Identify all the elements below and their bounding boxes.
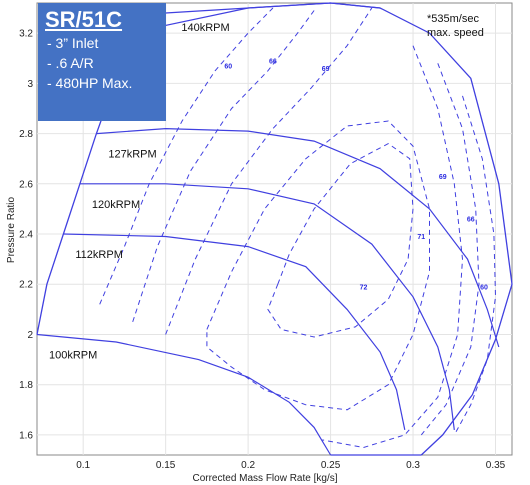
efficiency-line-60 bbox=[99, 7, 274, 305]
x-tick-label: 0.15 bbox=[156, 460, 176, 471]
speed-label: 112kRPM bbox=[75, 249, 122, 261]
speed-label: 120kRPM bbox=[92, 199, 140, 211]
turbo-info-box: SR/51C - 3” Inlet - .6 A/R - 480HP Max. bbox=[38, 3, 166, 121]
y-tick-label: 2 bbox=[27, 330, 33, 341]
speed-label: 100kRPM bbox=[49, 349, 97, 361]
max-speed-note-line2: max. speed bbox=[427, 27, 484, 39]
y-tick-label: 1.6 bbox=[19, 430, 33, 441]
efficiency-label: 60 bbox=[480, 284, 488, 291]
y-tick-label: 3 bbox=[27, 79, 33, 90]
spec-max-hp: - 480HP Max. bbox=[47, 75, 133, 91]
y-tick-label: 2.2 bbox=[19, 280, 33, 291]
efficiency-line-69 bbox=[165, 7, 373, 335]
speed-line-100kRPM bbox=[36, 333, 332, 456]
y-axis-ticks: 1.6 1.8 2 2.2 2.4 2.6 2.8 3 3.2 bbox=[19, 29, 33, 442]
efficiency-label: 60 bbox=[224, 63, 232, 70]
efficiency-line-71 bbox=[206, 120, 430, 411]
x-tick-label: 0.1 bbox=[76, 460, 90, 471]
efficiency-line-60 bbox=[453, 95, 497, 436]
speed-line-120kRPM bbox=[79, 183, 455, 430]
efficiency-label: 69 bbox=[322, 66, 330, 73]
efficiency-line-69 bbox=[322, 45, 464, 449]
x-axis-ticks: 0.1 0.15 0.2 0.25 0.3 0.35 bbox=[76, 460, 505, 471]
y-tick-label: 3.2 bbox=[19, 29, 33, 40]
speed-label: 127kRPM bbox=[108, 149, 156, 161]
map-labels: 60 66 69 72 71 69 66 60 140kRPM 127kRPM 120kRPM 112… bbox=[49, 22, 488, 361]
choke-boundary bbox=[129, 2, 513, 456]
efficiency-label: 66 bbox=[269, 58, 277, 65]
turbo-model-title: SR/51C bbox=[45, 7, 123, 32]
y-tick-label: 2.8 bbox=[19, 129, 33, 140]
x-tick-label: 0.2 bbox=[241, 460, 255, 471]
spec-ar: - .6 A/R bbox=[47, 55, 94, 71]
y-tick-label: 1.8 bbox=[19, 380, 33, 391]
max-speed-note-line1: *535m/sec bbox=[427, 13, 479, 25]
speed-line-127kRPM bbox=[96, 127, 500, 348]
x-axis-label: Corrected Mass Flow Rate [kg/s] bbox=[192, 473, 337, 484]
y-tick-label: 2.6 bbox=[19, 179, 33, 190]
spec-inlet: - 3” Inlet bbox=[47, 35, 99, 51]
x-tick-label: 0.25 bbox=[321, 460, 341, 471]
efficiency-line-72 bbox=[267, 143, 414, 338]
efficiency-islands bbox=[99, 7, 497, 449]
efficiency-line-66 bbox=[132, 10, 315, 323]
efficiency-label: 66 bbox=[467, 216, 475, 223]
efficiency-label: 69 bbox=[439, 174, 447, 181]
x-tick-label: 0.35 bbox=[486, 460, 506, 471]
efficiency-label: 71 bbox=[417, 234, 425, 241]
y-tick-label: 2.4 bbox=[19, 230, 33, 241]
speed-line-112kRPM bbox=[63, 233, 406, 431]
efficiency-line-66 bbox=[420, 63, 480, 436]
x-tick-label: 0.3 bbox=[406, 460, 420, 471]
speed-label: 140kRPM bbox=[181, 22, 229, 34]
y-axis-label: Pressure Ratio bbox=[6, 196, 17, 263]
efficiency-label: 72 bbox=[360, 284, 368, 291]
